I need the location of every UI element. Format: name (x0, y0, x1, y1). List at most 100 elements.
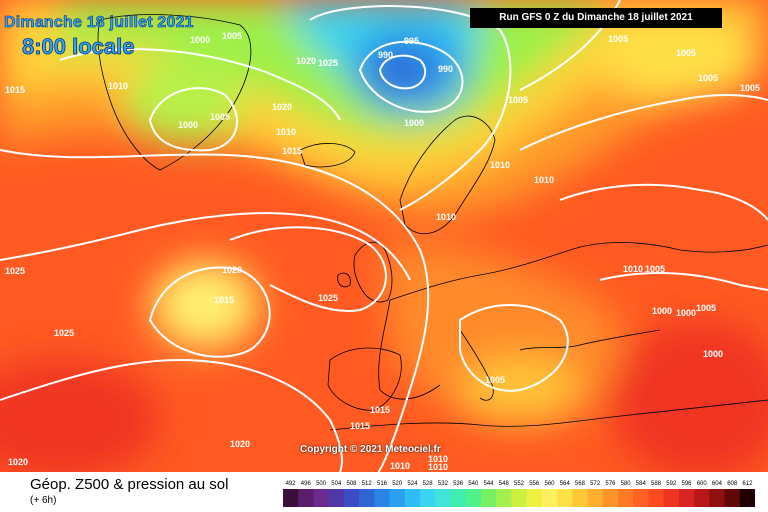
scale-tick-label: 596 (681, 481, 692, 487)
scale-tick-label: 608 (727, 481, 738, 487)
isobar-label: 1020 (8, 457, 28, 467)
isobar-label: 1020 (272, 102, 292, 112)
scale-tick-label: 492 (286, 481, 297, 487)
scale-tick-label: 504 (331, 481, 342, 487)
isobar-label: 1025 (5, 266, 25, 276)
isobar-label: 1020 (230, 439, 250, 449)
scale-swatch (328, 489, 345, 507)
scale-tick-label: 516 (377, 481, 388, 487)
isobar-label: 1010 (428, 462, 448, 472)
isobar-label: 995 (404, 36, 419, 46)
scale-tick-label: 564 (560, 481, 571, 487)
isobar-label: 1015 (214, 295, 234, 305)
legend-subtitle: (+ 6h) (30, 495, 57, 506)
scale-swatch (678, 489, 695, 507)
scale-swatch (343, 489, 360, 507)
scale-swatch (435, 489, 451, 507)
color-scale: 492 496 500 504 508 512 516 520 524 528 532 536 540 5… (283, 481, 755, 507)
isobar-label: 1010 (490, 160, 510, 170)
legend-footer: Géop. Z500 & pression au sol (+ 6h) 492 4… (0, 472, 768, 512)
scale-tick-label: 500 (316, 481, 327, 487)
isobar-label: 1025 (54, 328, 74, 338)
scale-tick-label: 544 (483, 481, 494, 487)
scale-swatch (633, 489, 649, 507)
scale-swatch (694, 489, 710, 507)
map-canvas: 1000 1005 1010 1015 1000 1005 1020 1010 … (0, 0, 768, 472)
scale-tick-label: 552 (514, 481, 525, 487)
scale-swatch (618, 489, 634, 507)
scale-tick-label: 568 (575, 481, 586, 487)
coastlines (97, 14, 768, 431)
isobar-label: 1000 (676, 308, 696, 318)
scale-tick-label: 600 (697, 481, 708, 487)
scale-tick-label: 580 (621, 481, 632, 487)
isobar-labels: 1000 1005 1010 1015 1000 1005 1020 1010 … (5, 31, 760, 472)
isobar-label: 1025 (318, 58, 338, 68)
scale-swatch (572, 489, 588, 507)
scale-swatch (496, 489, 512, 507)
isobar-label: 1005 (222, 31, 242, 41)
scale-tick-label: 556 (529, 481, 540, 487)
isobar-label: 1015 (5, 85, 25, 95)
scale-swatch (709, 489, 725, 507)
scale-swatch (587, 489, 604, 507)
isobar-label: 1010 (276, 127, 296, 137)
scale-tick-label: 612 (742, 481, 753, 487)
isobar-label: 1015 (282, 146, 302, 156)
scale-swatch (283, 489, 299, 507)
scale-tick-label: 508 (346, 481, 357, 487)
scale-tick-label: 548 (499, 481, 510, 487)
scale-tick-label: 536 (453, 481, 464, 487)
scale-swatch (313, 489, 330, 507)
scale-swatch (359, 489, 375, 507)
scale-swatch (465, 489, 482, 507)
copyright-notice: Copyright © 2021 Meteociel.fr (300, 444, 441, 455)
geopotential-field (0, 0, 768, 472)
isobar-label: 1005 (210, 112, 230, 122)
scale-swatch (298, 489, 314, 507)
isobar-label: 1020 (222, 265, 242, 275)
scale-tick-label: 528 (423, 481, 434, 487)
scale-swatch (511, 489, 528, 507)
scale-tick-label: 592 (666, 481, 677, 487)
isobar-label: 1005 (740, 83, 760, 93)
isobar-label: 1010 (390, 461, 410, 471)
isobar-label: 1005 (508, 95, 528, 105)
run-info: Run GFS 0 Z du Dimanche 18 juillet 2021 (470, 8, 722, 28)
isobar-label: 1000 (703, 349, 723, 359)
scale-swatch (450, 489, 467, 507)
scale-swatch (724, 489, 741, 507)
isobar-label: 1015 (370, 405, 390, 415)
scale-swatch (557, 489, 573, 507)
scale-tick-label: 572 (590, 481, 601, 487)
scale-tick-label: 540 (468, 481, 479, 487)
scale-tick-label: 512 (362, 481, 373, 487)
scale-swatch (541, 489, 558, 507)
scale-swatch (648, 489, 665, 507)
isobar-label: 990 (378, 50, 393, 60)
legend-title: Géop. Z500 & pression au sol (30, 476, 229, 493)
scale-tick-label: 520 (392, 481, 403, 487)
scale-swatch (389, 489, 406, 507)
isobar-label: 990 (438, 64, 453, 74)
scale-swatch (526, 489, 543, 507)
isobar-label: 1010 (436, 212, 456, 222)
isobar-label: 1000 (652, 306, 672, 316)
scale-tick-label: 584 (636, 481, 647, 487)
isobar-label: 1010 (428, 454, 448, 464)
forecast-time: 8:00 locale (22, 34, 135, 60)
isobar-label: 1005 (485, 375, 505, 385)
scale-tick-label: 604 (712, 481, 723, 487)
isobar-label: 1015 (350, 421, 370, 431)
isobar-label: 1025 (318, 293, 338, 303)
scale-swatch (420, 489, 436, 507)
scale-tick-label: 532 (438, 481, 449, 487)
scale-tick-label: 560 (544, 481, 555, 487)
isobar-label: 1005 (696, 303, 716, 313)
isobar-label: 1005 (645, 264, 665, 274)
scale-swatch (739, 489, 755, 507)
scale-swatch (602, 489, 619, 507)
isobar-label: 1005 (698, 73, 718, 83)
scale-tick-label: 576 (605, 481, 616, 487)
